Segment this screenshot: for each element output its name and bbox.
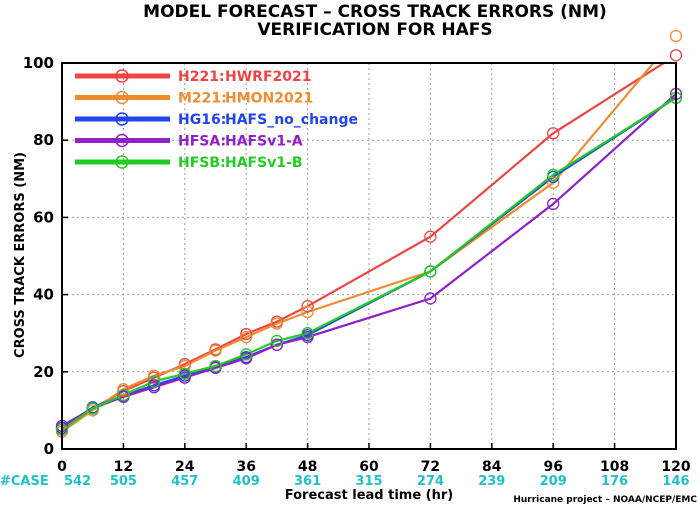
x-tick-label: 96 bbox=[543, 459, 562, 475]
series-point-1 bbox=[547, 176, 560, 189]
legend-name: HAFSv1-A bbox=[225, 134, 303, 150]
legend-code: M221: bbox=[178, 91, 227, 107]
series-point-4 bbox=[178, 367, 191, 380]
series-layer bbox=[55, 29, 683, 438]
series-point-1 bbox=[301, 305, 314, 319]
y-tick-label: 20 bbox=[33, 363, 54, 381]
x-tick-label: 72 bbox=[421, 459, 440, 475]
legend-marker bbox=[115, 133, 129, 148]
series-point-3 bbox=[240, 352, 253, 365]
series-point-1 bbox=[669, 29, 683, 43]
y-tick-label: 80 bbox=[33, 131, 54, 149]
legend-code: H221: bbox=[178, 69, 225, 85]
case-count: 409 bbox=[233, 474, 260, 489]
series-point-4 bbox=[270, 334, 284, 348]
x-tick-label: 108 bbox=[600, 459, 629, 475]
x-tick-label: 60 bbox=[359, 459, 379, 475]
x-tick-label: 12 bbox=[114, 459, 133, 475]
y-axis-label: CROSS TRACK ERRORS (NM) bbox=[13, 152, 28, 358]
case-count: 505 bbox=[110, 474, 137, 489]
series-point-3 bbox=[547, 197, 560, 211]
axis-ticks: 0 12 24 36 48 60 72 84 96 108 120 0 20 40 60 80 100 bbox=[23, 54, 691, 475]
series-point-4 bbox=[86, 402, 99, 415]
legend-name: HWRF2021 bbox=[225, 69, 311, 85]
case-count: 176 bbox=[601, 474, 628, 489]
series-point-0 bbox=[240, 327, 253, 341]
credit-text: Hurricane project – NOAA/NCEP/EMC bbox=[513, 495, 697, 505]
case-count: 209 bbox=[540, 474, 567, 489]
y-tick-label: 60 bbox=[33, 208, 54, 226]
case-count: 361 bbox=[294, 474, 321, 489]
chart-title: MODEL FORECAST – CROSS TRACK ERRORS (NM) bbox=[143, 2, 607, 22]
case-count: 274 bbox=[417, 474, 444, 489]
legend: H221: HWRF2021 M221:HMON2021 HG16:HAFS_no_c… bbox=[75, 69, 358, 171]
series-point-3 bbox=[178, 371, 191, 384]
series-point-1 bbox=[270, 317, 284, 330]
series-point-4 bbox=[240, 348, 253, 361]
case-label: #CASE bbox=[0, 474, 49, 489]
case-count: 239 bbox=[478, 474, 505, 489]
y-tick-label: 100 bbox=[23, 54, 54, 72]
plot-frame bbox=[61, 62, 677, 450]
x-tick-label: 120 bbox=[661, 459, 690, 475]
case-count: 315 bbox=[355, 474, 382, 489]
y-tick-label: 40 bbox=[33, 286, 54, 304]
legend-marker bbox=[115, 69, 129, 83]
x-axis-label: Forecast lead time (hr) bbox=[285, 488, 453, 503]
series-point-0 bbox=[301, 300, 314, 313]
x-tick-label: 48 bbox=[298, 459, 317, 475]
series-point-3 bbox=[270, 338, 284, 351]
series-point-0 bbox=[669, 49, 683, 62]
legend-marker bbox=[115, 155, 129, 169]
case-count: 457 bbox=[171, 474, 198, 489]
series-point-0 bbox=[547, 127, 560, 140]
legend-code: HFSA: bbox=[178, 134, 226, 150]
legend-code: HG16: bbox=[178, 112, 226, 128]
series-point-3 bbox=[301, 330, 314, 344]
case-count: 542 bbox=[64, 474, 91, 489]
series-point-4 bbox=[424, 265, 437, 278]
x-tick-label: 84 bbox=[482, 459, 502, 475]
y-tick-label: 0 bbox=[44, 440, 54, 458]
series-point-3 bbox=[147, 381, 161, 394]
series-point-4 bbox=[147, 375, 161, 388]
series-point-4 bbox=[547, 168, 560, 182]
series-point-3 bbox=[424, 292, 437, 305]
series-point-1 bbox=[209, 344, 222, 357]
legend-code: HFSB: bbox=[178, 155, 226, 171]
case-counts: 542 505 457 409 361 315 274 239 209 176 146 bbox=[64, 474, 690, 489]
series-point-0 bbox=[424, 230, 437, 243]
series-point-1 bbox=[117, 383, 130, 396]
x-tick-label: 24 bbox=[175, 459, 195, 475]
grid bbox=[62, 63, 676, 449]
series-point-4 bbox=[301, 327, 314, 340]
legend-name: HAFS_no_change bbox=[225, 112, 358, 128]
legend-marker bbox=[115, 90, 129, 105]
legend-marker bbox=[115, 112, 129, 126]
series-point-4 bbox=[209, 359, 222, 373]
legend-name: HMON2021 bbox=[225, 91, 313, 107]
x-tick-label: 36 bbox=[236, 459, 255, 475]
legend-name: HAFSv1-B bbox=[225, 155, 303, 171]
series-point-4 bbox=[117, 388, 130, 402]
case-count: 146 bbox=[662, 474, 689, 489]
x-tick-label: 0 bbox=[57, 459, 67, 475]
series-point-1 bbox=[240, 330, 253, 344]
chart-subtitle: VERIFICATION FOR HAFS bbox=[257, 20, 492, 40]
